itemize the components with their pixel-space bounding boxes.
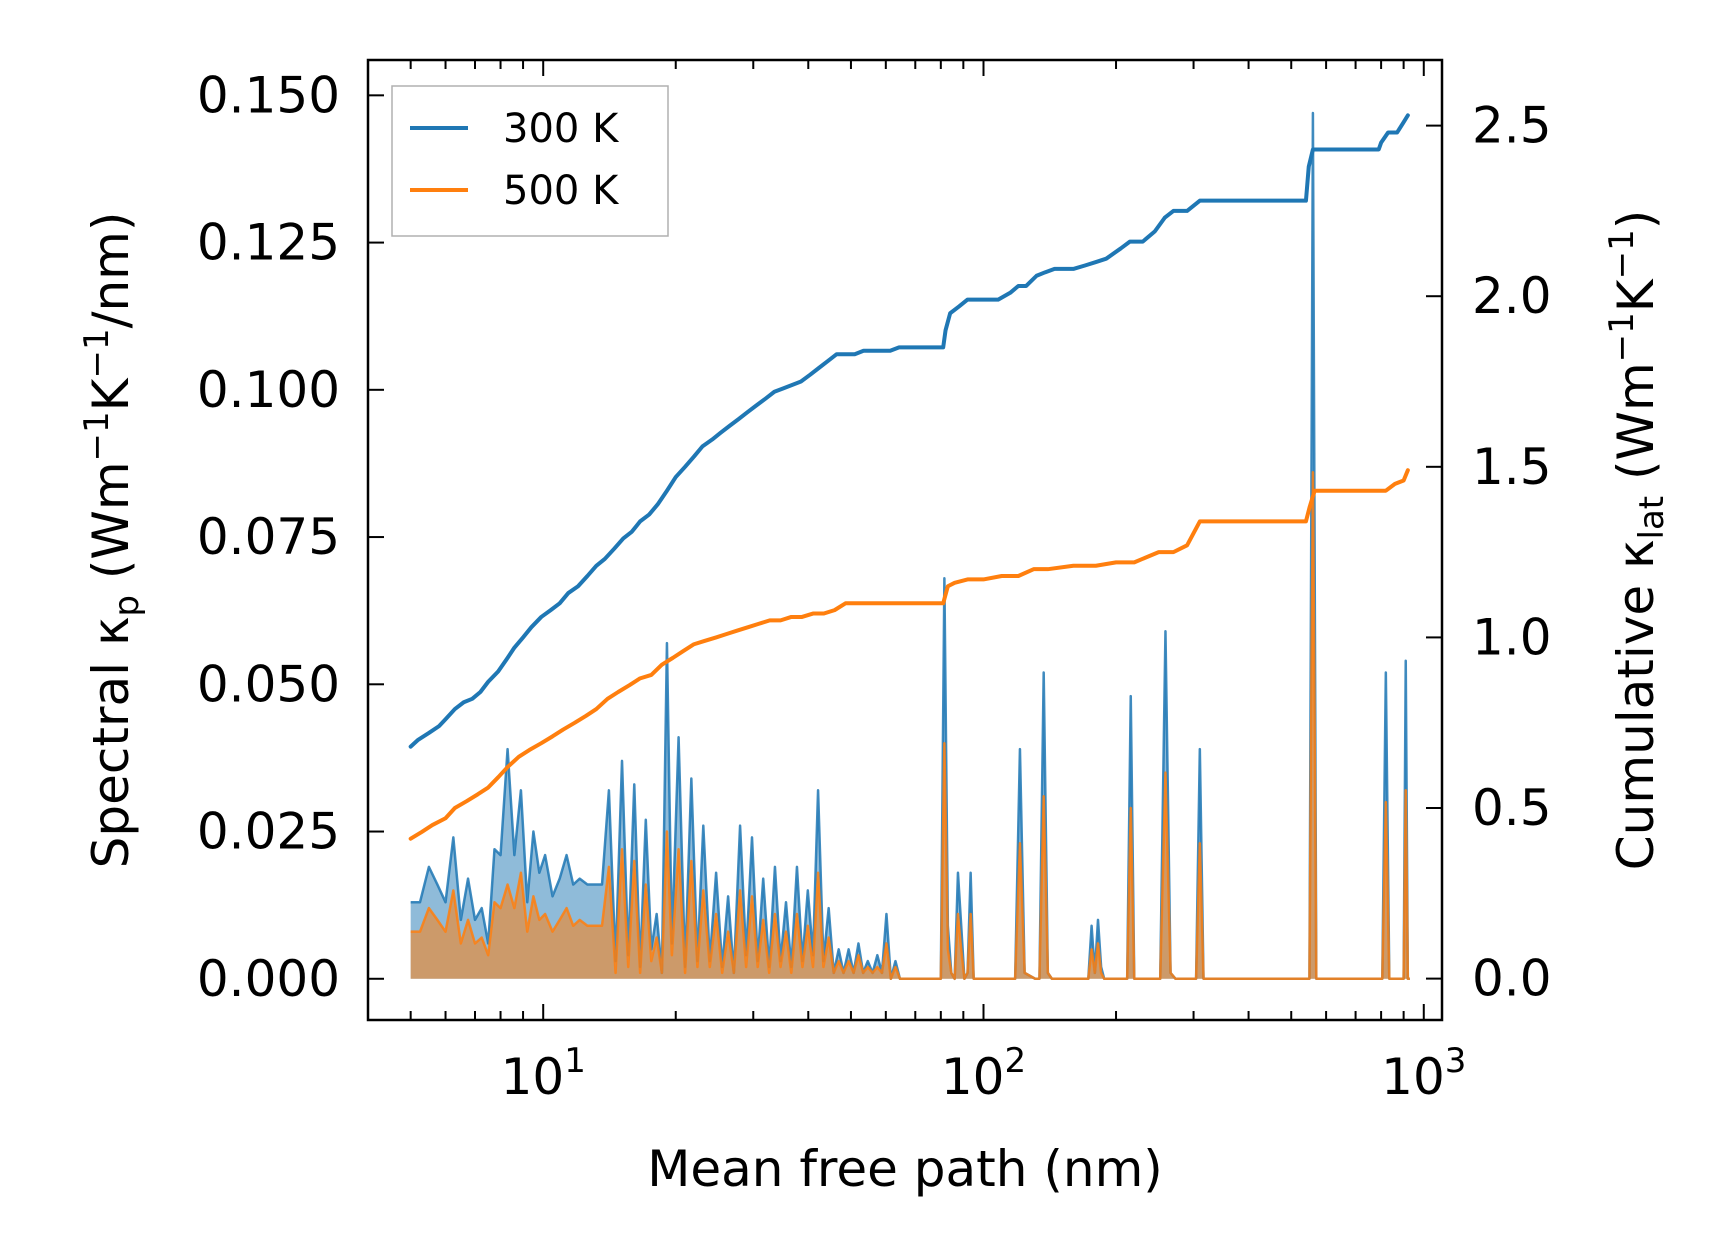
x-tick-exponent: 1: [564, 1041, 586, 1081]
y-right-tick-label: 0.5: [1472, 779, 1552, 837]
y-left-label-mid: K: [82, 377, 140, 411]
cumulative-line-300k: [408, 113, 1410, 749]
x-tick-base: 10: [941, 1048, 1005, 1106]
y-right-tick-label: 2.5: [1472, 97, 1552, 155]
y-right-tick-label: 1.5: [1472, 438, 1552, 496]
y-left-label-open: (Wm: [82, 461, 140, 595]
y-right-label-open: (Wm: [1607, 362, 1665, 496]
y-left-label-main: Spectral κ: [82, 617, 140, 869]
legend-box: [391, 85, 669, 237]
y-left-tick-label: 0.075: [197, 508, 340, 566]
y-right-label-sub: lat: [1632, 496, 1672, 540]
y-left-tick-label: 0.150: [197, 66, 340, 124]
y-left-tick-label: 0.000: [197, 950, 340, 1008]
y-right-label-main: Cumulative κ: [1607, 539, 1665, 870]
y-right-label-close: ): [1607, 210, 1665, 230]
y-axis-left-label: Spectral κp (Wm−1K−1/nm): [77, 212, 147, 869]
x-tick-base: 10: [1381, 1048, 1445, 1106]
legend-label-300k: 300 K: [503, 106, 620, 152]
y-left-label-sup1: −1: [77, 411, 117, 461]
x-axis-label: Mean free path (nm): [647, 1140, 1163, 1198]
y-right-tick-label: 2.0: [1472, 267, 1552, 325]
legend-label-500k: 500 K: [503, 168, 620, 214]
x-tick-label: 101: [501, 1041, 586, 1106]
y-right-tick-label: 1.0: [1472, 608, 1552, 666]
cumulative-line-500k: [408, 468, 1410, 841]
spectral-line-500k: [410, 471, 1410, 981]
y-right-tick-label: 0.0: [1472, 950, 1552, 1008]
x-tick-label: 103: [1381, 1041, 1466, 1106]
legend: 300 K 500 K: [391, 85, 669, 237]
axis-ticks: [367, 60, 1442, 1020]
y-right-label-mid: K: [1607, 278, 1665, 312]
x-tick-exponent: 3: [1445, 1041, 1467, 1081]
y-left-tick-label: 0.100: [197, 361, 340, 419]
spectral-lines: [410, 111, 1410, 981]
y-left-tick-label: 0.125: [197, 214, 340, 272]
x-tick-label: 102: [941, 1041, 1026, 1106]
x-tick-base: 10: [501, 1048, 565, 1106]
y-right-label-sup1: −1: [1602, 312, 1642, 362]
y-left-label-sup2: −1: [77, 328, 117, 378]
cumulative-lines: [408, 113, 1410, 841]
y-right-label-sup2: −1: [1602, 229, 1642, 279]
x-tick-exponent: 2: [1004, 1041, 1026, 1081]
plot-frame: [366, 58, 1444, 1022]
tick-labels: 101 102 1030.0000.0250.0500.0750.1000.1250…: [197, 66, 1552, 1106]
y-left-label-sub: p: [107, 595, 147, 617]
y-left-label-close: /nm): [82, 212, 140, 329]
y-left-tick-label: 0.050: [197, 655, 340, 713]
y-axis-right-label: Cumulative κlat (Wm−1K−1): [1602, 210, 1672, 870]
y-left-tick-label: 0.025: [197, 803, 340, 861]
